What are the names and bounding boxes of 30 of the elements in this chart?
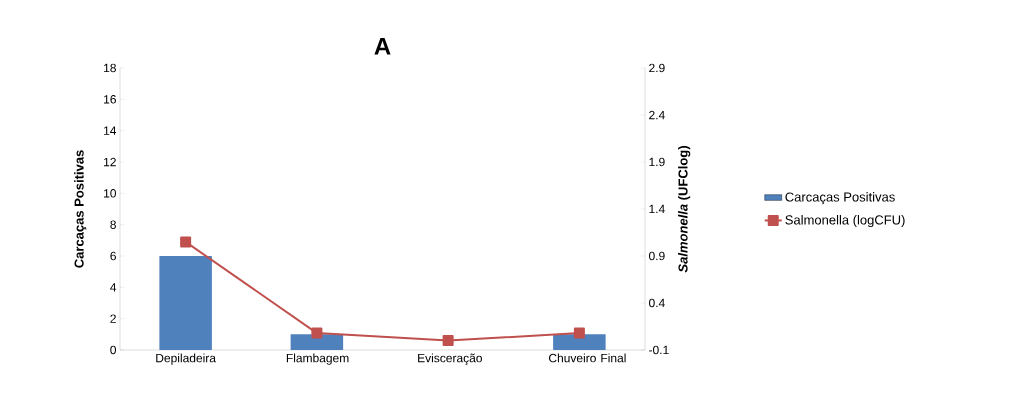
y-tick-label: 2 (110, 314, 116, 323)
x-tick-label: Depiladeira (156, 353, 216, 365)
point (442, 335, 454, 347)
y-tick-label: 8 (110, 220, 116, 229)
y-tick-label: 12 (104, 157, 116, 167)
y-tick-label: 18 (104, 63, 116, 73)
y2-tick-label: 1.4 (649, 204, 665, 214)
y2-tick-label: 2.4 (649, 110, 665, 120)
x-tick-label: Chuveiro Final (548, 353, 626, 363)
point (311, 327, 323, 339)
x-tick-label: Evisceração (418, 353, 482, 365)
y-tick-label: 16 (104, 95, 116, 104)
point (180, 236, 192, 248)
y2-tick-label: -0.1 (649, 345, 669, 355)
y-axis-title: Carcaças Positivas (74, 150, 87, 268)
point (573, 327, 585, 339)
y-tick-label: 10 (104, 189, 117, 198)
y2-tick-label: 2.9 (649, 63, 665, 73)
y-tick-label: 6 (110, 251, 116, 261)
y-tick-label: 4 (110, 283, 117, 292)
y-tick-label: 0 (110, 345, 117, 355)
y-tick-label: 14 (104, 126, 117, 135)
y2-axis-title: Salmonella (UFClog) (678, 146, 691, 273)
chart-title: A (374, 37, 391, 55)
legend-label: Carcaças Positivas (785, 192, 895, 205)
x-tick-label: Flambagem (286, 353, 349, 365)
y2-tick-label: 0.9 (649, 251, 665, 261)
y2-tick-label: 0.4 (649, 298, 665, 308)
y2-tick-label: 1.9 (649, 157, 665, 167)
legend-label: Salmonella (logCFU) (785, 214, 905, 228)
